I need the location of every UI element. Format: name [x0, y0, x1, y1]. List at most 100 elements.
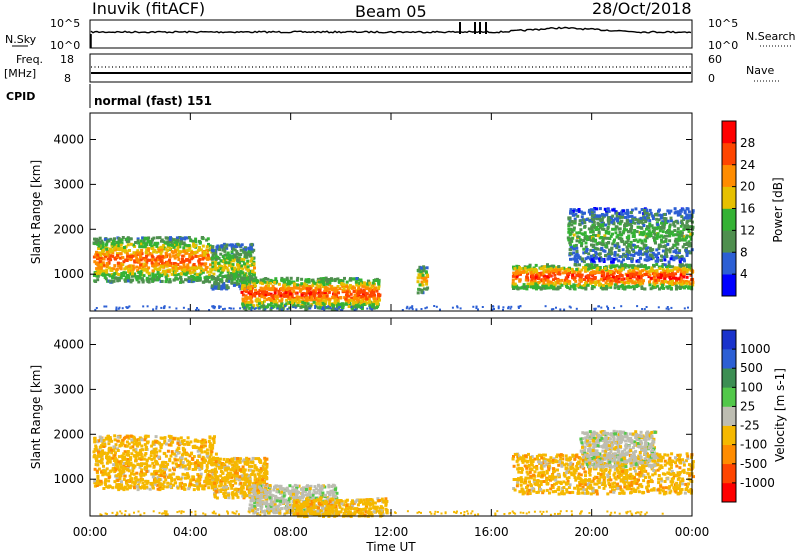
- data-cell: [352, 302, 356, 306]
- data-cell: [160, 461, 164, 465]
- data-cell: [640, 247, 644, 251]
- data-cell: [121, 256, 125, 260]
- data-cell: [627, 281, 631, 285]
- data-cell: [590, 287, 594, 291]
- data-cell: [629, 285, 632, 289]
- data-cell: [670, 280, 674, 284]
- data-cell: [425, 266, 429, 270]
- data-cell: [328, 281, 332, 285]
- data-cell: [589, 254, 593, 258]
- data-cell: [620, 274, 624, 278]
- data-cell: [575, 209, 579, 213]
- data-cell: [111, 240, 115, 243]
- data-cell: [179, 260, 183, 264]
- data-cell: [249, 254, 252, 258]
- data-cell: [621, 248, 625, 252]
- data-cell: [167, 475, 171, 479]
- data-cell: [451, 306, 454, 309]
- data-cell: [238, 244, 242, 248]
- data-cell: [336, 277, 340, 281]
- data-cell: [522, 269, 526, 273]
- data-cell: [253, 308, 256, 310]
- data-cell: [620, 280, 624, 283]
- data-cell: [218, 307, 221, 309]
- data-cell: [164, 236, 168, 240]
- data-cell: [576, 254, 580, 258]
- data-cell: [600, 258, 604, 262]
- data-cell: [323, 289, 327, 293]
- data-cell: [416, 280, 420, 284]
- data-cell: [576, 235, 580, 239]
- data-cell: [221, 268, 225, 272]
- data-cell: [362, 302, 366, 306]
- data-cell: [671, 273, 675, 277]
- data-cell: [141, 265, 145, 269]
- data-cell: [98, 439, 102, 443]
- data-cell: [157, 480, 161, 484]
- data-cell: [609, 234, 613, 238]
- data-cell: [512, 282, 516, 286]
- data-cell: [567, 216, 571, 220]
- data-cell: [170, 450, 174, 454]
- data-cell: [572, 251, 576, 255]
- data-cell: [316, 306, 320, 310]
- data-cell: [419, 266, 423, 270]
- data-cell: [196, 473, 200, 476]
- data-cell: [661, 263, 665, 266]
- data-cell: [573, 263, 577, 267]
- data-cell: [514, 272, 517, 276]
- data-cell: [643, 216, 647, 220]
- data-cell: [136, 463, 140, 466]
- data-cell: [567, 222, 571, 226]
- data-cell: [639, 216, 643, 220]
- data-cell: [667, 270, 671, 274]
- data-cell: [160, 238, 164, 242]
- data-cell: [610, 252, 614, 256]
- data-cell: [93, 484, 97, 488]
- data-cell: [422, 279, 426, 283]
- data-cell: [687, 230, 691, 233]
- data-cell: [577, 256, 581, 260]
- data-cell: [643, 308, 646, 311]
- data-cell: [209, 267, 213, 271]
- data-cell: [213, 263, 217, 267]
- data-cell: [142, 241, 146, 245]
- data-cell: [95, 274, 99, 278]
- data-cell: [100, 273, 104, 277]
- data-cell: [678, 258, 682, 262]
- data-cell: [534, 275, 538, 279]
- data-cell: [629, 274, 633, 278]
- data-cell: [288, 289, 292, 293]
- data-cell: [566, 236, 570, 240]
- data-cell: [667, 265, 671, 269]
- data-cell: [263, 287, 266, 291]
- data-cell: [307, 296, 311, 300]
- data-cell: [343, 276, 346, 280]
- data-cell: [556, 285, 560, 289]
- data-cell: [283, 294, 287, 298]
- data-cell: [203, 438, 207, 442]
- data-cell: [139, 258, 143, 262]
- data-cell: [185, 268, 189, 272]
- data-cell: [584, 245, 588, 249]
- data-cell: [239, 307, 242, 310]
- data-cell: [629, 279, 633, 283]
- data-cell: [597, 227, 601, 231]
- data-cell: [177, 258, 181, 261]
- data-cell: [187, 487, 191, 491]
- data-cell: [650, 224, 654, 228]
- data-cell: [256, 290, 260, 294]
- data-cell: [667, 308, 670, 311]
- data-cell: [244, 248, 248, 252]
- data-cell: [234, 245, 238, 248]
- data-cell: [317, 284, 321, 288]
- data-cell: [122, 477, 126, 481]
- data-cell: [567, 238, 571, 242]
- data-cell: [100, 257, 104, 261]
- data-cell: [119, 474, 123, 478]
- data-cell: [568, 248, 572, 252]
- data-cell: [606, 257, 610, 261]
- data-cell: [570, 220, 574, 223]
- data-cell: [616, 242, 620, 246]
